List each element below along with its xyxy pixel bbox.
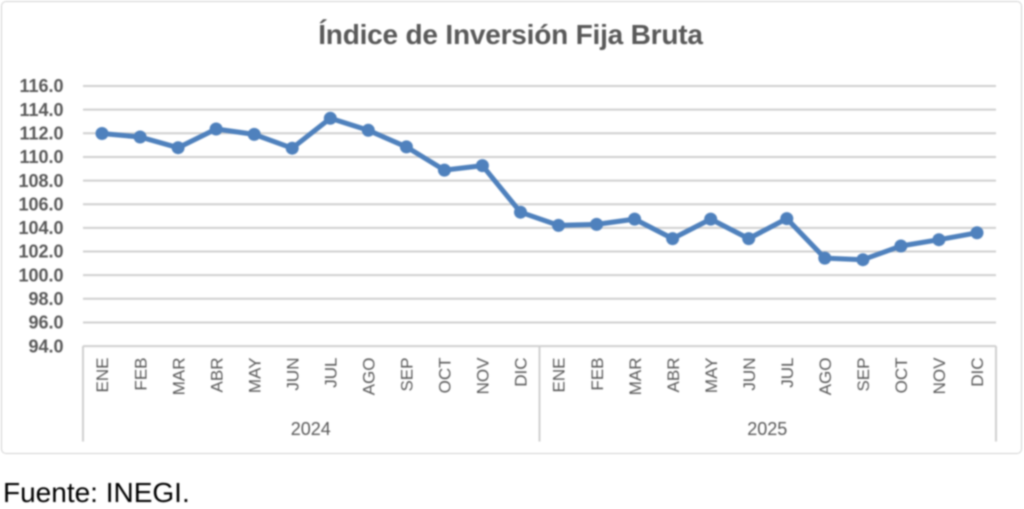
svg-text:100.0: 100.0	[18, 265, 63, 285]
svg-text:JUL: JUL	[322, 358, 341, 388]
svg-text:ABR: ABR	[664, 358, 683, 393]
svg-text:DIC: DIC	[968, 358, 987, 387]
svg-text:2024: 2024	[291, 419, 331, 439]
svg-text:112.0: 112.0	[19, 123, 63, 143]
svg-text:AGO: AGO	[816, 358, 835, 396]
svg-text:ABR: ABR	[207, 358, 226, 393]
svg-text:98.0: 98.0	[28, 289, 63, 309]
svg-text:OCT: OCT	[436, 358, 455, 394]
svg-text:JUN: JUN	[283, 358, 302, 391]
svg-text:AGO: AGO	[360, 358, 379, 396]
svg-text:110.0: 110.0	[19, 147, 63, 167]
svg-text:OCT: OCT	[892, 358, 911, 394]
svg-text:102.0: 102.0	[18, 242, 63, 262]
svg-text:ENE: ENE	[93, 358, 112, 393]
svg-text:108.0: 108.0	[18, 171, 63, 191]
svg-text:116.0: 116.0	[19, 76, 63, 96]
svg-text:106.0: 106.0	[18, 194, 63, 214]
svg-text:FEB: FEB	[588, 358, 607, 391]
svg-text:MAR: MAR	[626, 358, 645, 396]
svg-text:JUL: JUL	[778, 358, 797, 388]
svg-text:JUN: JUN	[740, 358, 759, 391]
svg-text:FEB: FEB	[131, 358, 150, 391]
svg-text:SEP: SEP	[398, 358, 417, 392]
svg-text:94.0: 94.0	[28, 336, 63, 356]
svg-text:MAY: MAY	[702, 358, 721, 394]
svg-text:MAY: MAY	[245, 358, 264, 394]
svg-text:DIC: DIC	[512, 358, 531, 387]
svg-text:104.0: 104.0	[18, 218, 63, 238]
svg-text:114.0: 114.0	[19, 100, 63, 120]
svg-text:NOV: NOV	[930, 357, 949, 395]
svg-text:2025: 2025	[747, 419, 787, 439]
svg-text:ENE: ENE	[550, 358, 569, 393]
svg-text:MAR: MAR	[169, 358, 188, 396]
svg-text:SEP: SEP	[854, 358, 873, 392]
svg-text:96.0: 96.0	[28, 313, 63, 333]
svg-text:NOV: NOV	[474, 357, 493, 395]
